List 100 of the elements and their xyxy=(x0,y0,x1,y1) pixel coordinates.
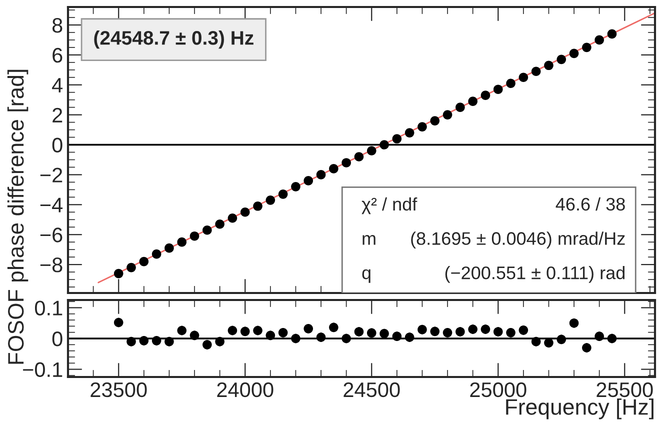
point xyxy=(329,164,338,174)
point xyxy=(531,336,541,346)
point xyxy=(342,334,351,344)
point xyxy=(480,324,490,334)
y-tick-label: 8 xyxy=(52,18,62,33)
point xyxy=(316,170,326,180)
point xyxy=(316,332,326,342)
point xyxy=(442,328,452,338)
point xyxy=(404,128,414,138)
point xyxy=(392,332,402,342)
point xyxy=(177,326,187,336)
point xyxy=(354,152,364,162)
point xyxy=(418,324,427,334)
point xyxy=(556,334,566,344)
point xyxy=(152,249,162,259)
y-tick-label: 0 xyxy=(52,138,62,153)
point xyxy=(569,48,579,58)
point xyxy=(569,318,579,328)
point xyxy=(114,318,124,328)
y-tick-label: 6 xyxy=(52,48,62,63)
point xyxy=(366,146,376,156)
point xyxy=(304,176,314,186)
point xyxy=(278,190,288,199)
point xyxy=(126,262,136,272)
annotation: (−200.551 ± 0.111) rad xyxy=(445,266,624,283)
point xyxy=(291,334,300,344)
point xyxy=(582,42,592,52)
point xyxy=(607,29,617,39)
point xyxy=(544,60,554,70)
x-axis-title: Frequency [Hz] xyxy=(506,398,654,420)
point xyxy=(518,72,528,82)
point xyxy=(190,231,200,241)
point xyxy=(493,327,503,336)
point xyxy=(456,102,465,112)
point xyxy=(468,96,478,106)
point xyxy=(531,66,541,76)
point xyxy=(215,219,224,229)
x-tick-label: 25500 xyxy=(596,382,653,398)
y-tick-label: −0.1 xyxy=(23,362,62,378)
annotation: m xyxy=(362,235,376,245)
annotation: q xyxy=(362,269,370,283)
x-tick-label: 25000 xyxy=(470,382,526,398)
y-tick-label: 0.1 xyxy=(34,300,62,316)
point xyxy=(342,158,351,168)
point xyxy=(139,256,149,266)
point xyxy=(493,84,503,94)
point xyxy=(506,328,516,338)
x-tick-label: 24000 xyxy=(217,382,274,398)
point xyxy=(594,35,604,45)
x-tick-label: 24500 xyxy=(344,382,400,398)
point xyxy=(304,324,314,334)
y-tick-label: 0 xyxy=(52,332,62,346)
point xyxy=(380,328,389,338)
x-tick-label: 23500 xyxy=(90,382,147,398)
y-axis-title: FOSOF phase difference [rad] xyxy=(7,70,28,364)
point xyxy=(139,336,149,346)
point xyxy=(366,328,376,338)
y-tick-label: −4 xyxy=(40,198,63,212)
point xyxy=(329,322,338,332)
point xyxy=(430,116,440,126)
point xyxy=(418,122,427,132)
point xyxy=(480,90,490,100)
point xyxy=(228,326,238,336)
point xyxy=(190,330,200,340)
point xyxy=(164,336,174,346)
y-tick-label: −6 xyxy=(40,228,62,242)
point xyxy=(506,78,516,88)
point xyxy=(278,328,288,338)
point xyxy=(518,326,528,335)
point xyxy=(556,54,566,64)
annotation: (8.1695 ± 0.0046) mrad/Hz xyxy=(411,232,625,248)
point xyxy=(266,196,276,205)
point xyxy=(164,243,174,253)
y-tick-label: −2 xyxy=(40,168,62,182)
point xyxy=(202,225,212,235)
point xyxy=(114,268,124,278)
point xyxy=(442,110,452,120)
point xyxy=(240,326,250,336)
point xyxy=(594,332,604,342)
annotation: (24548.7 ± 0.3) Hz xyxy=(94,30,254,49)
point xyxy=(468,324,478,334)
point xyxy=(177,237,187,247)
annotation: 46.6 / 38 xyxy=(556,197,625,211)
point xyxy=(228,213,238,223)
point xyxy=(404,332,414,342)
point xyxy=(582,343,592,352)
point xyxy=(253,326,262,336)
point xyxy=(240,207,250,217)
point xyxy=(607,334,617,344)
point xyxy=(253,201,262,211)
point xyxy=(126,336,136,346)
y-tick-label: 4 xyxy=(52,78,63,92)
point xyxy=(354,327,364,336)
point xyxy=(456,327,465,336)
point xyxy=(291,182,300,192)
y-tick-label: 2 xyxy=(52,108,62,122)
point xyxy=(215,336,224,346)
point xyxy=(392,134,402,144)
point xyxy=(152,336,162,346)
point xyxy=(266,330,276,340)
